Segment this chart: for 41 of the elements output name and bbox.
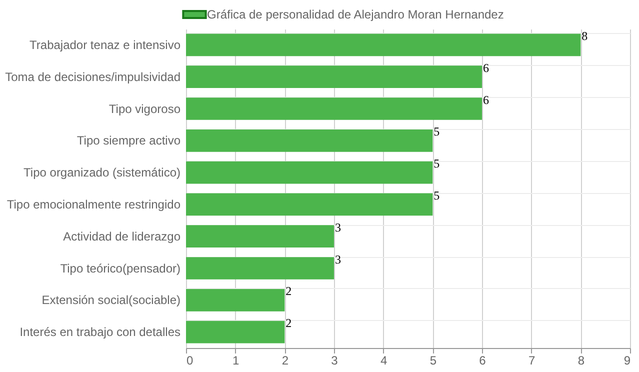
x-tick-label: 3	[331, 354, 338, 368]
bar	[186, 129, 433, 152]
bar	[186, 161, 433, 184]
x-tick-label: 4	[380, 354, 388, 368]
bar	[186, 34, 581, 56]
data-label: 2	[286, 316, 292, 330]
y-tick-label: Tipo teórico(pensador)	[60, 261, 181, 276]
data-label: 2	[286, 284, 292, 298]
y-tick-label: Trabajador tenaz e intensivo	[30, 38, 181, 52]
data-label: 6	[483, 60, 489, 75]
data-label: 8	[582, 28, 588, 43]
y-tick-label: Tipo siempre activo	[76, 134, 181, 148]
data-label: 6	[483, 92, 489, 107]
bar	[186, 257, 334, 280]
data-label: 5	[434, 188, 440, 202]
y-tick-label: Tipo organizado (sistemático)	[24, 166, 180, 180]
y-tick-label: Toma de decisiones/impulsividad	[5, 70, 180, 84]
y-tick-label: Extensión social(sociable)	[42, 293, 180, 308]
x-tick-label: 1	[232, 354, 240, 368]
legend-label: Gráfica de personalidad de Alejandro Moran Hernandez	[207, 8, 504, 22]
data-label: 3	[335, 252, 341, 266]
y-tick-label: Tipo emocionalmente restringido	[6, 197, 181, 212]
data-label: 3	[335, 220, 341, 234]
y-tick-label: Actividad de liderazgo	[63, 229, 181, 244]
x-tick-label: 2	[282, 354, 289, 368]
data-label: 5	[434, 124, 440, 139]
bar	[186, 193, 433, 216]
y-tick-label: Interés en trabajo con detalles	[20, 325, 180, 340]
bar	[186, 225, 334, 248]
bar	[186, 288, 285, 312]
bar	[186, 98, 482, 120]
x-tick-label: 7	[528, 354, 536, 368]
bar	[186, 320, 285, 344]
x-tick-label: 8	[578, 354, 585, 368]
x-tick-label: 0	[186, 354, 194, 368]
x-tick-label: 6	[479, 354, 486, 368]
y-tick-label: Tipo vigoroso	[108, 102, 181, 116]
x-tick-label: 9	[624, 354, 631, 368]
x-tick-label: 5	[430, 354, 437, 368]
bar	[186, 66, 482, 88]
data-label: 5	[434, 156, 440, 171]
